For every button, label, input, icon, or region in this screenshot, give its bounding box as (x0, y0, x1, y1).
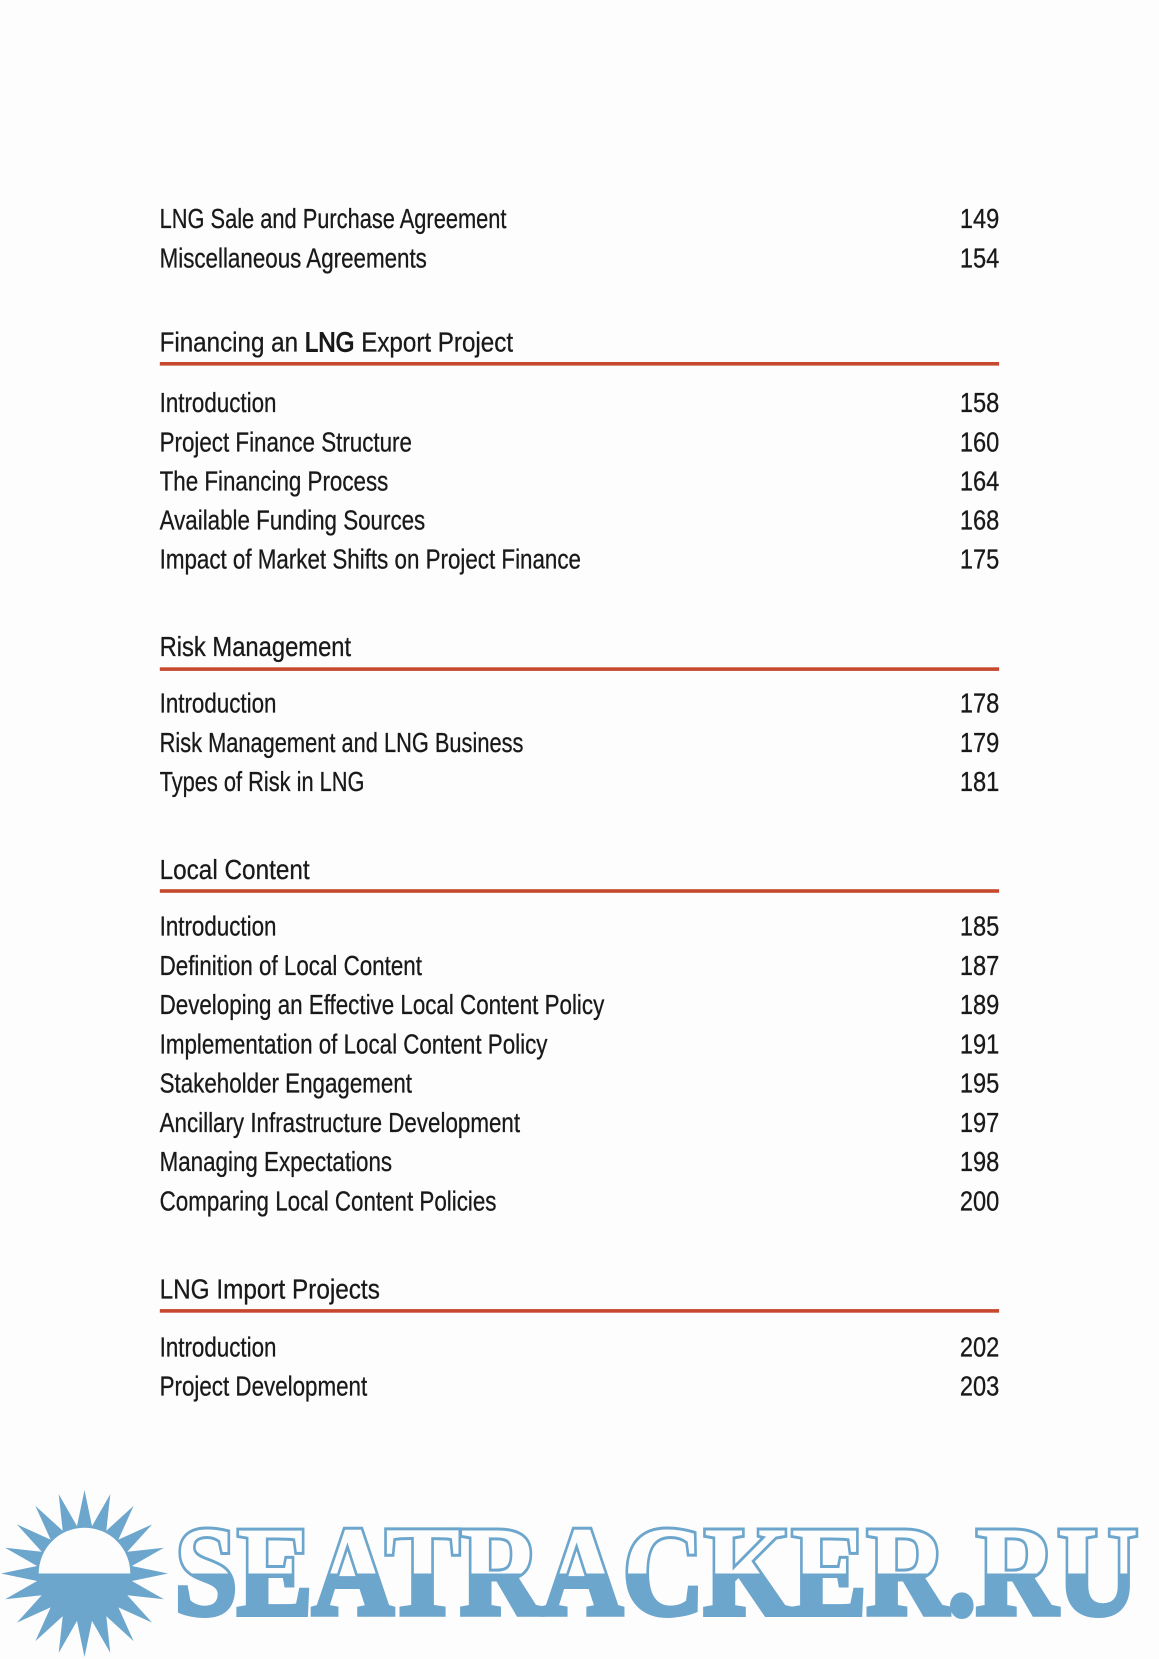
svg-text:181: 181 (960, 767, 999, 797)
svg-text:The Financing Process: The Financing Process (160, 466, 389, 497)
svg-text:Developing an Effective Local: Developing an Effective Local Content Po… (160, 990, 605, 1021)
svg-text:Comparing Local Content Polici: Comparing Local Content Policies (160, 1186, 497, 1217)
svg-text:197: 197 (960, 1108, 999, 1138)
svg-text:168: 168 (960, 506, 999, 536)
svg-text:Implementation of Local Conten: Implementation of Local Content Policy (160, 1029, 548, 1060)
svg-text:Managing Expectations: Managing Expectations (160, 1147, 392, 1178)
svg-text:203: 203 (960, 1372, 999, 1402)
svg-text:191: 191 (960, 1030, 999, 1060)
svg-text:149: 149 (960, 204, 999, 234)
svg-text:202: 202 (960, 1333, 999, 1363)
svg-text:Introduction: Introduction (160, 1332, 277, 1363)
svg-text:Introduction: Introduction (160, 688, 277, 719)
svg-text:195: 195 (960, 1069, 999, 1099)
svg-text:SEATRACKER.RU: SEATRACKER.RU (175, 1501, 1139, 1642)
svg-text:154: 154 (960, 244, 999, 274)
svg-text:Definition of Local Content: Definition of Local Content (160, 951, 422, 982)
svg-text:Introduction: Introduction (160, 388, 277, 419)
svg-text:185: 185 (960, 912, 999, 942)
svg-text:Financing an LNG Export Projec: Financing an LNG Export Project (160, 326, 514, 358)
svg-text:198: 198 (960, 1147, 999, 1177)
svg-text:164: 164 (960, 467, 999, 497)
svg-text:LNG Import Projects: LNG Import Projects (160, 1273, 380, 1305)
svg-text:Local Content: Local Content (160, 853, 311, 885)
svg-text:175: 175 (960, 545, 999, 575)
svg-text:178: 178 (960, 689, 999, 719)
svg-text:189: 189 (960, 990, 999, 1020)
svg-text:160: 160 (960, 428, 999, 458)
svg-text:Introduction: Introduction (160, 911, 277, 942)
svg-text:SEATRACKER.RU: SEATRACKER.RU (175, 1501, 1139, 1642)
svg-text:Types of Risk in LNG: Types of Risk in LNG (160, 767, 365, 798)
svg-text:Project Finance Structure: Project Finance Structure (160, 427, 412, 458)
svg-text:LNG Sale and Purchase Agreemen: LNG Sale and Purchase Agreement (160, 204, 507, 235)
svg-text:200: 200 (960, 1187, 999, 1217)
svg-text:187: 187 (960, 951, 999, 981)
svg-text:Risk Management and LNG Busine: Risk Management and LNG Business (160, 727, 524, 758)
svg-text:Impact of Market Shifts on Pro: Impact of Market Shifts on Project Finan… (160, 544, 581, 575)
svg-text:Ancillary Infrastructure Devel: Ancillary Infrastructure Development (160, 1108, 520, 1139)
svg-text:179: 179 (960, 728, 999, 758)
svg-text:158: 158 (960, 388, 999, 418)
svg-text:Risk Management: Risk Management (160, 632, 352, 662)
svg-text:Stakeholder Engagement: Stakeholder Engagement (160, 1068, 412, 1099)
svg-text:Project Development: Project Development (160, 1371, 368, 1402)
svg-text:Miscellaneous Agreements: Miscellaneous Agreements (160, 243, 427, 274)
svg-text:Available Funding Sources: Available Funding Sources (160, 505, 426, 536)
